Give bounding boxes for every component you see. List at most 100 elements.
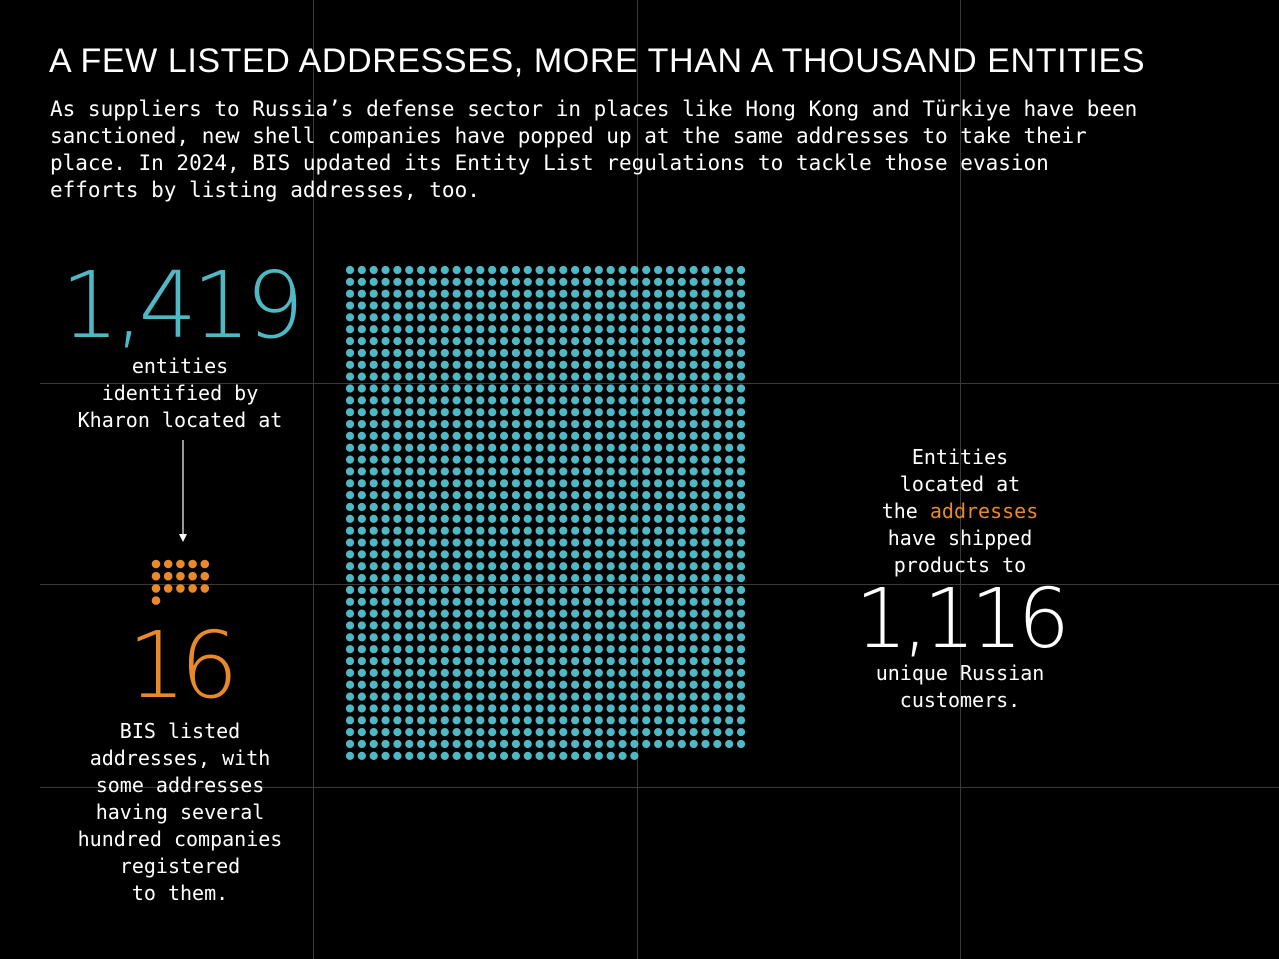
entity-dot	[405, 585, 414, 595]
entity-dot	[547, 751, 556, 760]
entity-dot	[582, 633, 592, 642]
entity-dot	[428, 680, 438, 689]
entity-dot	[417, 526, 426, 535]
entity-dot	[381, 372, 390, 381]
entity-dot	[665, 396, 675, 405]
entity-dot	[630, 384, 639, 393]
entity-dot	[559, 562, 568, 571]
entity-dot	[665, 574, 675, 583]
entity-dot	[488, 716, 497, 725]
entity-dot	[677, 325, 686, 334]
entity-dot	[345, 384, 355, 393]
entity-dot	[559, 538, 568, 547]
entity-dot	[452, 265, 461, 275]
entity-dot	[736, 597, 746, 606]
entity-dot	[357, 550, 366, 559]
entity-dot	[476, 360, 485, 369]
entity-dot	[357, 372, 366, 381]
entity-dot	[701, 325, 710, 334]
entity-dot	[630, 289, 639, 298]
entity-dot	[393, 728, 402, 737]
entity-dot	[618, 550, 627, 559]
entity-dot	[499, 597, 509, 606]
entity-dot	[665, 265, 675, 275]
entity-dot	[381, 633, 390, 642]
entity-dot	[381, 609, 390, 618]
entity-dot	[736, 301, 746, 310]
entity-dot	[499, 550, 509, 559]
entity-dot	[713, 680, 722, 689]
entity-dot	[464, 384, 473, 393]
entity-dot	[499, 609, 509, 618]
entity-dot	[606, 633, 615, 642]
entity-dot	[642, 656, 651, 666]
entity-dot	[725, 668, 734, 677]
entity-dot	[417, 728, 426, 737]
entity-dot	[381, 716, 390, 725]
entity-dot	[452, 633, 461, 642]
entity-dot	[499, 704, 509, 713]
entity-dot	[357, 384, 366, 393]
entity-dot	[594, 360, 603, 369]
entity-dot	[547, 337, 556, 346]
entity-dot	[488, 728, 497, 737]
entity-dot	[594, 526, 603, 535]
entity-dot	[606, 265, 615, 275]
entity-dot	[511, 337, 520, 346]
entity-dot	[345, 574, 355, 583]
entity-dot	[535, 491, 544, 500]
entity-dot	[476, 337, 485, 346]
entity-dot	[476, 668, 485, 677]
entity-dot	[369, 680, 378, 689]
entity-dot	[357, 431, 366, 440]
entity-dot	[488, 526, 497, 535]
entity-dot	[535, 574, 544, 583]
entity-dot	[535, 467, 544, 476]
entity-dot	[736, 716, 746, 725]
entity-dot	[701, 621, 710, 630]
entity-dot	[736, 289, 746, 298]
entity-dot	[713, 562, 722, 571]
entity-dot	[571, 289, 580, 298]
entity-dot	[642, 372, 651, 381]
entity-dot	[535, 396, 544, 405]
entity-dot	[464, 277, 473, 286]
entity-dot	[725, 656, 734, 666]
entity-dot	[677, 455, 686, 464]
entity-dot	[452, 337, 461, 346]
entity-dot	[393, 325, 402, 334]
entity-dot	[559, 526, 568, 535]
entity-dot	[606, 574, 615, 583]
entity-dot	[654, 301, 663, 310]
entity-dot	[725, 313, 734, 322]
chart-subtitle: As suppliers to Russia’s defense sector …	[50, 97, 1138, 202]
entity-dot	[582, 668, 592, 677]
entity-dot	[559, 455, 568, 464]
entity-dot	[594, 656, 603, 666]
entity-dot	[665, 337, 675, 346]
entity-dot	[665, 550, 675, 559]
entity-dot	[701, 502, 710, 512]
entity-dot	[642, 479, 651, 488]
entity-dot	[417, 431, 426, 440]
entity-dot	[357, 491, 366, 500]
entity-dot	[464, 692, 473, 701]
entity-dot	[476, 384, 485, 393]
gridline	[40, 383, 1279, 384]
entity-dot	[476, 467, 485, 476]
entity-dot	[381, 704, 390, 713]
entity-dot	[571, 633, 580, 642]
entity-dot	[523, 621, 532, 630]
entity-dot	[417, 550, 426, 559]
entity-dot	[677, 609, 686, 618]
entity-dot	[499, 431, 509, 440]
entity-dot	[736, 633, 746, 642]
entity-dot	[594, 645, 603, 654]
entity-dot	[345, 514, 355, 523]
entity-dot	[488, 384, 497, 393]
entity-dot	[488, 360, 497, 369]
entity-dot	[701, 396, 710, 405]
entity-dot	[642, 348, 651, 358]
entity-dot	[547, 728, 556, 737]
entity-dot	[345, 621, 355, 630]
